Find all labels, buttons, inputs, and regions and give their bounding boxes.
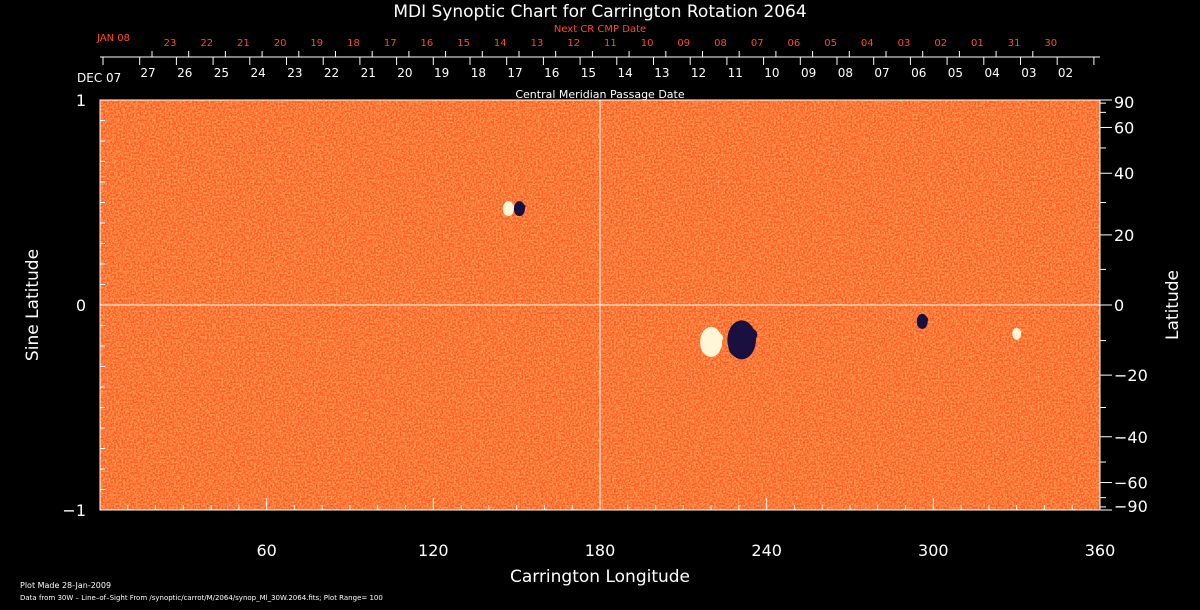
top-date-label: 14 bbox=[618, 66, 633, 80]
next-cr-date-label: 20 bbox=[274, 38, 287, 49]
feature-negative-lobe bbox=[741, 328, 758, 342]
chart-overlay: 60 120 180 240 300 360−101−90−60−40−200204060… bbox=[62, 38, 1147, 560]
chart-title: MDI Synoptic Chart for Carrington Rotati… bbox=[393, 2, 806, 22]
next-cr-date-label: 05 bbox=[824, 38, 837, 49]
x-tick-label: 60 bbox=[256, 541, 276, 560]
next-cr-date-label: 09 bbox=[677, 38, 690, 49]
top-date-label: 11 bbox=[728, 66, 743, 80]
x-tick-label: 360 bbox=[1085, 541, 1116, 560]
top-date-label: 10 bbox=[764, 66, 779, 80]
next-cr-start-label: JAN 08 bbox=[96, 33, 130, 44]
feature-positive-lobe bbox=[701, 341, 712, 354]
feature-negative-lobe bbox=[922, 316, 929, 322]
top-date-label: 17 bbox=[507, 66, 522, 80]
next-cr-date-label: 19 bbox=[310, 38, 323, 49]
y-left-tick-label: −1 bbox=[62, 501, 86, 520]
x-tick-label: 120 bbox=[418, 541, 449, 560]
next-cr-date-label: 21 bbox=[237, 38, 250, 49]
y-axis-label-right: Latitude bbox=[1163, 270, 1183, 340]
top-date-label: 16 bbox=[544, 66, 559, 80]
next-cr-date-label: 01 bbox=[971, 38, 984, 49]
top-axis-start-label: DEC 07 bbox=[77, 71, 121, 85]
x-axis-label: Carrington Longitude bbox=[510, 567, 690, 587]
next-cr-date-label: 22 bbox=[200, 38, 213, 49]
feature-positive-lobe bbox=[1016, 330, 1022, 335]
feature-negative-lobe bbox=[917, 321, 923, 328]
top-date-label: 09 bbox=[801, 66, 816, 80]
next-cr-date-label: 23 bbox=[164, 38, 177, 49]
top-date-label: 02 bbox=[1058, 66, 1073, 80]
top-date-label: 05 bbox=[948, 66, 963, 80]
y-left-tick-label: 0 bbox=[76, 296, 86, 315]
y-right-tick-label: 60 bbox=[1114, 118, 1134, 137]
top-date-label: 15 bbox=[581, 66, 596, 80]
top-date-label: 23 bbox=[287, 66, 302, 80]
next-cr-date-label: 12 bbox=[567, 38, 580, 49]
next-cr-date-label: 03 bbox=[898, 38, 911, 49]
top-date-label: 20 bbox=[397, 66, 412, 80]
feature-negative-lobe bbox=[514, 208, 520, 215]
top-date-label: 27 bbox=[140, 66, 155, 80]
feature-positive-lobe bbox=[711, 332, 724, 343]
next-cr-date-label: 31 bbox=[1008, 38, 1021, 49]
top-date-label: 24 bbox=[251, 66, 266, 80]
y-left-tick-label: 1 bbox=[76, 91, 86, 110]
top-date-label: 18 bbox=[471, 66, 486, 80]
footer-data-info: Data from 30W – Line–of–Sight From /syno… bbox=[20, 594, 383, 602]
top-date-label: 19 bbox=[434, 66, 449, 80]
top-date-label: 26 bbox=[177, 66, 192, 80]
next-cr-label: Next CR CMP Date bbox=[554, 24, 646, 35]
top-date-label: 25 bbox=[214, 66, 229, 80]
x-tick-label: 240 bbox=[751, 541, 782, 560]
top-date-label: 22 bbox=[324, 66, 339, 80]
x-tick-label: 180 bbox=[585, 541, 616, 560]
footer-plot-made: Plot Made 28-Jan-2009 bbox=[20, 581, 111, 590]
next-cr-date-label: 14 bbox=[494, 38, 507, 49]
feature-positive-lobe bbox=[503, 208, 509, 215]
next-cr-date-label: 02 bbox=[934, 38, 947, 49]
next-cr-date-label: 10 bbox=[641, 38, 654, 49]
y-right-tick-label: −20 bbox=[1114, 366, 1148, 385]
next-cr-date-label: 13 bbox=[531, 38, 544, 49]
y-right-tick-label: 40 bbox=[1114, 164, 1134, 183]
next-cr-date-label: 16 bbox=[421, 38, 434, 49]
top-date-label: 04 bbox=[985, 66, 1000, 80]
top-date-label: 12 bbox=[691, 66, 706, 80]
next-cr-date-label: 30 bbox=[1044, 38, 1057, 49]
top-date-label: 21 bbox=[361, 66, 376, 80]
next-cr-date-label: 11 bbox=[604, 38, 617, 49]
next-cr-date-label: 08 bbox=[714, 38, 727, 49]
top-date-label: 06 bbox=[911, 66, 926, 80]
next-cr-date-label: 18 bbox=[347, 38, 360, 49]
y-right-tick-label: −90 bbox=[1114, 497, 1148, 516]
x-tick-label: 300 bbox=[918, 541, 949, 560]
top-date-label: 07 bbox=[874, 66, 889, 80]
y-right-tick-label: −40 bbox=[1114, 428, 1148, 447]
next-cr-date-label: 15 bbox=[457, 38, 470, 49]
feature-negative-lobe bbox=[519, 204, 526, 210]
y-axis-label-left: Sine Latitude bbox=[23, 249, 43, 361]
y-right-tick-label: 0 bbox=[1114, 296, 1124, 315]
feature-positive-lobe bbox=[508, 204, 515, 210]
y-right-tick-label: −60 bbox=[1114, 474, 1148, 493]
next-cr-date-label: 04 bbox=[861, 38, 874, 49]
y-right-tick-label: 20 bbox=[1114, 226, 1134, 245]
top-date-label: 08 bbox=[838, 66, 853, 80]
next-cr-date-label: 06 bbox=[788, 38, 801, 49]
feature-negative-lobe bbox=[728, 339, 742, 356]
next-cr-date-label: 17 bbox=[384, 38, 397, 49]
y-right-tick-label: 90 bbox=[1114, 93, 1134, 112]
top-date-label: 03 bbox=[1021, 66, 1036, 80]
top-axis-label: Central Meridian Passage Date bbox=[515, 88, 684, 101]
feature-positive-lobe bbox=[1012, 333, 1017, 339]
next-cr-date-label: 07 bbox=[751, 38, 764, 49]
top-date-label: 13 bbox=[654, 66, 669, 80]
